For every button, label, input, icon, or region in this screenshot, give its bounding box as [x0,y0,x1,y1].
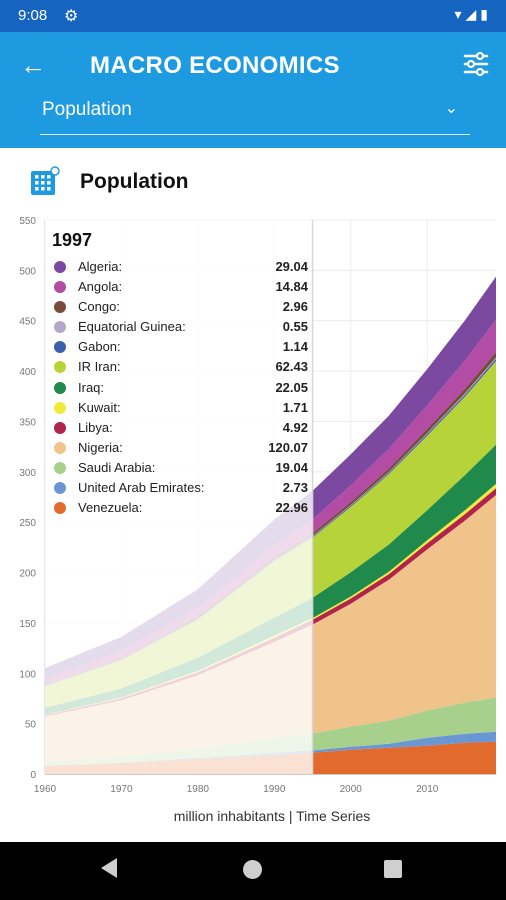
x-tick-label: 2000 [340,784,363,795]
legend-label: Venezuela: [78,500,143,516]
legend-swatch [54,361,66,374]
y-tick-label: 100 [19,669,36,680]
legend-value: 22.96 [275,500,308,516]
legend-label: Libya: [78,419,113,435]
metric-dropdown[interactable]: Population ⌄ [40,96,470,135]
filter-settings-icon[interactable] [462,50,490,78]
y-tick-label: 0 [30,770,36,781]
section-title: Population [80,170,189,193]
legend-item: United Arab Emirates: 2.73 [48,478,312,498]
y-tick-label: 50 [25,720,37,731]
building-grid-icon [31,166,60,195]
y-tick-label: 150 [19,619,36,630]
legend-swatch [54,301,66,314]
x-tick-label: 1980 [187,784,210,795]
legend-item: Libya: 4.92 [48,418,312,438]
y-tick-label: 500 [19,266,36,277]
system-nav-bar [0,842,506,900]
settings-status-icon: ⚙ [64,8,79,25]
legend-label: Kuwait: [78,399,121,415]
legend-swatch [54,461,66,474]
y-tick-label: 550 [19,216,36,227]
x-tick-label: 1970 [110,784,133,795]
legend-value: 4.92 [282,419,308,435]
legend-label: IR Iran: [78,359,121,375]
population-area-chart[interactable]: 0 50 100 150 200 250 300 350 400 450 500 550 1960 197… [0,212,506,808]
legend-label: United Arab Emirates: [78,480,205,496]
legend-label: Nigeria: [78,439,123,455]
chart-caption: million inhabitants | Time Series [173,808,371,824]
legend-item: Kuwait: 1.71 [48,398,312,418]
legend-item: Algeria: 29.04 [48,257,312,277]
legend-value: 2.73 [282,480,308,496]
legend-item: Angola: 14.84 [48,277,312,297]
x-tick-label: 1960 [34,784,57,795]
legend-value: 1.71 [282,399,308,415]
legend-label: Equatorial Guinea: [78,319,186,335]
y-tick-label: 350 [19,417,36,428]
pre-highlight-overlay [45,220,313,774]
y-tick-label: 250 [19,518,36,529]
legend-value: 19.04 [275,459,308,475]
legend-label: Algeria: [78,259,123,274]
legend-swatch [54,381,66,394]
back-arrow-icon[interactable]: ← [20,50,46,80]
y-tick-label: 450 [19,317,36,328]
status-bar: 9:08 ⚙ ▾◢▮ [0,0,506,32]
legend-swatch [54,482,66,495]
nav-home-icon[interactable] [243,860,262,879]
legend-item: Gabon: 1.14 [48,337,312,357]
legend-value: 62.43 [275,359,308,375]
legend-value: 29.04 [275,259,308,274]
legend-item: Nigeria: 120.07 [48,438,312,458]
x-tick-label: 2010 [416,784,439,795]
legend-label: Congo: [78,299,120,315]
status-icons: ▾◢▮ [454,6,492,22]
legend-label: Iraq: [78,379,105,395]
legend-value: 2.96 [282,299,308,315]
chevron-down-icon: ⌄ [444,100,458,117]
app-bar: ← MACRO ECONOMICS Population ⌄ [0,32,506,148]
status-time: 9:08 [18,7,48,24]
legend-value: 0.55 [282,319,308,335]
legend-swatch [54,321,66,334]
legend-label: Gabon: [78,339,121,355]
y-tick-label: 200 [19,569,36,580]
legend-item: Iraq: 22.05 [48,378,312,398]
metric-dropdown-value: Population [42,99,132,120]
x-tick-label: 1990 [263,784,286,795]
app-title: MACRO ECONOMICS [90,52,340,79]
legend-value: 120.07 [268,439,308,455]
y-tick-label: 400 [19,367,36,378]
section-header: Population [0,148,506,212]
legend-label: Angola: [78,279,123,295]
legend-swatch [54,281,66,294]
legend-swatch [54,441,66,454]
legend-item: Congo: 2.96 [48,297,312,317]
legend-value: 1.14 [282,339,308,355]
legend-swatch [54,401,66,414]
tooltip-year: 1997 [52,230,93,250]
legend-swatch [54,261,66,273]
chart-tooltip-legend: 1997 Algeria: 29.04 Angola: 14.84 Congo: 2.96… [48,226,312,518]
legend-value: 14.84 [275,279,308,295]
legend-swatch [54,502,66,515]
y-tick-label: 300 [19,468,36,479]
legend-item: Venezuela: 22.96 [48,498,312,518]
legend-swatch [54,421,66,434]
legend-item: Saudi Arabia: 19.04 [48,458,312,478]
legend-swatch [54,341,66,354]
legend-value: 22.05 [275,379,308,395]
nav-back-icon[interactable] [101,858,117,878]
legend-item: IR Iran: 62.43 [48,357,312,377]
legend-item: Equatorial Guinea: 0.55 [48,317,312,337]
nav-recents-icon[interactable] [384,860,402,878]
legend-label: Saudi Arabia: [78,459,156,475]
